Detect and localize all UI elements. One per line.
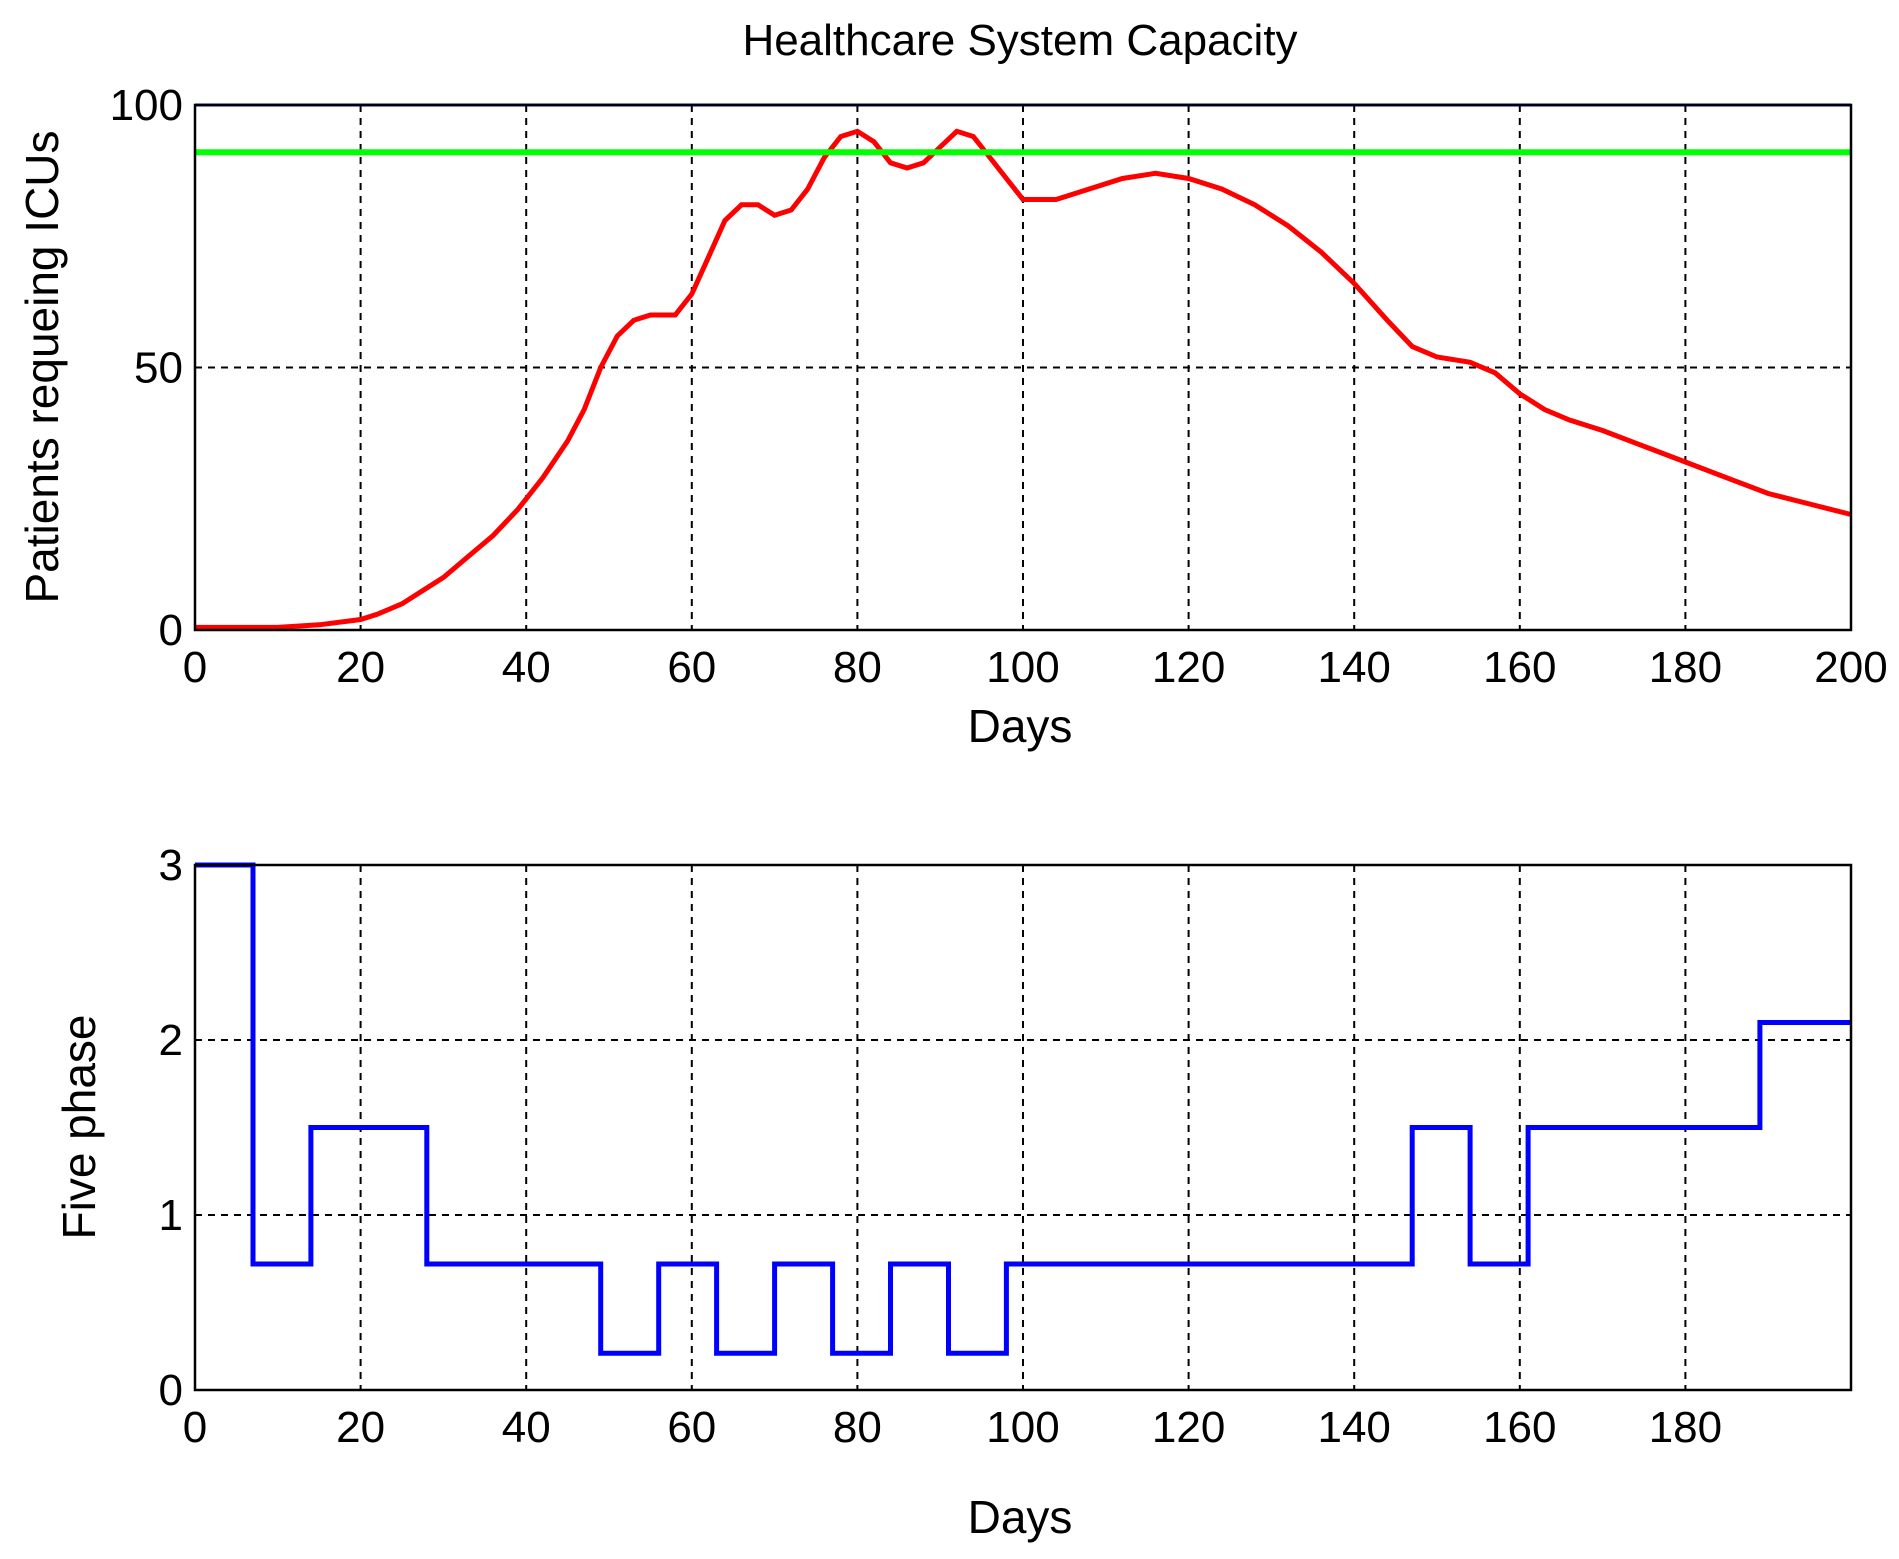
- x-tick-label: 140: [1317, 643, 1390, 692]
- grid-bottom: [195, 865, 1851, 1390]
- x-tick-label: 180: [1649, 643, 1722, 692]
- chart-bottom: 0 20 40 60 80 100 120 140 160 180 0 1 2 3 Days Five …: [53, 841, 1853, 1543]
- x-axis-title-top: Days: [968, 700, 1073, 752]
- series-line-1: [195, 128, 1852, 630]
- y-tick-label: 1: [159, 1191, 183, 1240]
- y-axis-title-bottom: Five phase: [53, 1014, 105, 1239]
- chart-title: Healthcare System Capacity: [742, 16, 1297, 65]
- x-tick-label: 60: [667, 1403, 716, 1452]
- x-tick-label: 180: [1649, 1403, 1722, 1452]
- x-tick-label: 0: [183, 643, 207, 692]
- plot-frame-top: [193, 103, 1853, 632]
- x-tick-label: 60: [667, 643, 716, 692]
- x-tick-label: 120: [1152, 643, 1225, 692]
- y-axis-title-top: Patients requeing ICUs: [16, 130, 68, 603]
- y-tick-label: 0: [159, 1366, 183, 1415]
- x-tick-label: 100: [986, 1403, 1059, 1452]
- x-tick-label: 20: [336, 643, 385, 692]
- y-tick-label: 3: [159, 841, 183, 890]
- y-tick-label: 2: [159, 1016, 183, 1065]
- series-line-1: [195, 862, 1851, 1356]
- y-tick-label: 100: [110, 81, 183, 130]
- x-tick-label: 160: [1483, 643, 1556, 692]
- x-tick-label: 80: [833, 643, 882, 692]
- y-tick-label: 50: [134, 344, 183, 393]
- x-tick-label: 200: [1814, 643, 1887, 692]
- x-ticks-bottom: 0 20 40 60 80 100 120 140 160 180: [183, 1403, 1722, 1452]
- y-tick-label: 0: [159, 606, 183, 655]
- series-group-bottom: [195, 862, 1851, 1356]
- x-tick-label: 40: [502, 643, 551, 692]
- x-tick-label: 20: [336, 1403, 385, 1452]
- y-ticks-top: 0 50 100: [110, 81, 183, 655]
- x-tick-label: 100: [986, 643, 1059, 692]
- grid-top: [195, 105, 1851, 630]
- chart-top: Healthcare System Capacity 0 20 40 60 80 100 1…: [16, 16, 1888, 752]
- x-tick-label: 80: [833, 1403, 882, 1452]
- y-ticks-bottom: 0 1 2 3: [159, 841, 183, 1415]
- x-axis-title-bottom: Days: [968, 1491, 1073, 1543]
- x-tick-label: 0: [183, 1403, 207, 1452]
- x-ticks-top: 0 20 40 60 80 100 120 140 160 180 200: [183, 643, 1888, 692]
- plot-frame-bottom: [193, 863, 1853, 1392]
- x-tick-label: 160: [1483, 1403, 1556, 1452]
- x-tick-label: 120: [1152, 1403, 1225, 1452]
- x-tick-label: 40: [502, 1403, 551, 1452]
- x-tick-label: 140: [1317, 1403, 1390, 1452]
